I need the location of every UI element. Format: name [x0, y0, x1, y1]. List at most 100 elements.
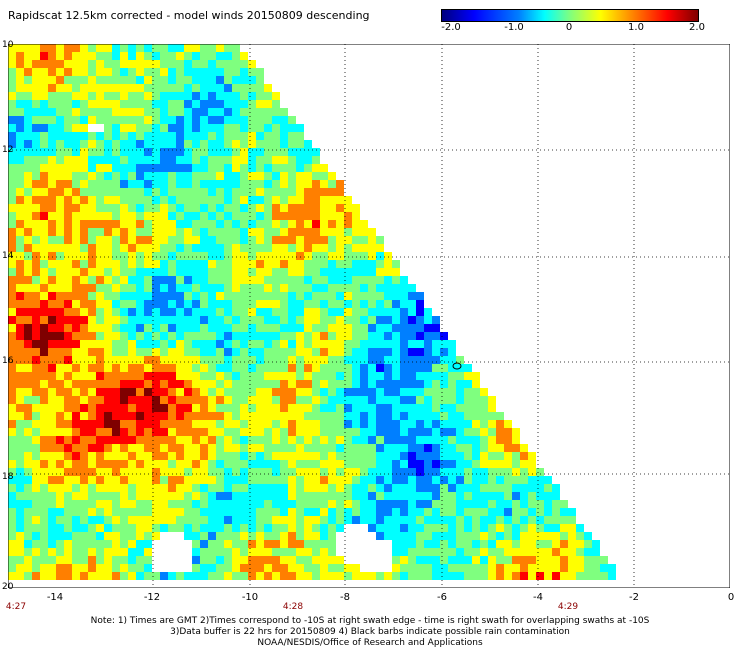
swath-cell	[104, 444, 112, 452]
swath-cell	[80, 452, 88, 460]
swath-cell	[304, 412, 312, 420]
swath-cell	[560, 508, 568, 516]
swath-cell	[256, 380, 264, 388]
swath-cell	[152, 532, 160, 540]
swath-cell	[136, 76, 144, 84]
swath-cell	[240, 404, 248, 412]
swath-cell	[80, 156, 88, 164]
swath-cell	[256, 284, 264, 292]
swath-cell	[336, 268, 344, 276]
swath-cell	[256, 148, 264, 156]
swath-cell	[144, 420, 152, 428]
swath-cell	[192, 388, 200, 396]
swath-cell	[424, 500, 432, 508]
swath-cell	[8, 564, 16, 572]
swath-cell	[256, 292, 264, 300]
swath-cell	[400, 396, 408, 404]
swath-cell	[216, 396, 224, 404]
swath-cell	[400, 460, 408, 468]
swath-cell	[40, 452, 48, 460]
swath-cell	[32, 332, 40, 340]
swath-cell	[376, 356, 384, 364]
swath-cell	[368, 300, 376, 308]
swath-cell	[104, 188, 112, 196]
swath-cell	[8, 316, 16, 324]
swath-cell	[40, 500, 48, 508]
swath-cell	[80, 516, 88, 524]
swath-cell	[280, 308, 288, 316]
swath-cell	[80, 324, 88, 332]
wind-difference-swath	[8, 44, 616, 580]
swath-cell	[336, 204, 344, 212]
swath-cell	[120, 484, 128, 492]
swath-cell	[256, 524, 264, 532]
swath-cell	[200, 460, 208, 468]
swath-cell	[296, 308, 304, 316]
swath-cell	[256, 468, 264, 476]
swath-cell	[264, 468, 272, 476]
swath-cell	[272, 388, 280, 396]
swath-cell	[184, 244, 192, 252]
swath-cell	[336, 180, 344, 188]
swath-cell	[16, 524, 24, 532]
swath-cell	[232, 132, 240, 140]
swath-cell	[16, 420, 24, 428]
swath-cell	[88, 308, 96, 316]
swath-cell	[392, 276, 400, 284]
swath-cell	[376, 412, 384, 420]
swath-cell	[312, 220, 320, 228]
swath-cell	[192, 340, 200, 348]
swath-cell	[216, 444, 224, 452]
swath-cell	[168, 292, 176, 300]
swath-cell	[232, 308, 240, 316]
swath-cell	[200, 564, 208, 572]
swath-cell	[192, 68, 200, 76]
swath-cell	[8, 52, 16, 60]
swath-cell	[80, 148, 88, 156]
swath-cell	[168, 372, 176, 380]
swath-cell	[176, 108, 184, 116]
swath-cell	[16, 284, 24, 292]
swath-cell	[352, 396, 360, 404]
swath-cell	[336, 340, 344, 348]
swath-cell	[288, 188, 296, 196]
swath-cell	[456, 524, 464, 532]
swath-cell	[272, 372, 280, 380]
swath-cell	[56, 468, 64, 476]
swath-cell	[328, 540, 336, 548]
swath-cell	[280, 348, 288, 356]
swath-cell	[360, 500, 368, 508]
swath-cell	[168, 524, 176, 532]
swath-cell	[448, 412, 456, 420]
swath-cell	[120, 364, 128, 372]
swath-cell	[256, 348, 264, 356]
swath-cell	[184, 356, 192, 364]
swath-cell	[384, 508, 392, 516]
swath-cell	[232, 564, 240, 572]
swath-cell	[8, 268, 16, 276]
swath-cell	[40, 172, 48, 180]
swath-cell	[504, 500, 512, 508]
swath-cell	[392, 540, 400, 548]
swath-cell	[208, 532, 216, 540]
swath-cell	[232, 76, 240, 84]
swath-cell	[264, 156, 272, 164]
swath-cell	[80, 204, 88, 212]
swath-cell	[496, 460, 504, 468]
swath-cell	[336, 484, 344, 492]
swath-cell	[272, 124, 280, 132]
swath-cell	[544, 572, 552, 580]
swath-cell	[512, 428, 520, 436]
swath-cell	[304, 228, 312, 236]
swath-cell	[368, 436, 376, 444]
swath-cell	[32, 468, 40, 476]
swath-cell	[72, 460, 80, 468]
swath-cell	[48, 220, 56, 228]
swath-cell	[104, 60, 112, 68]
swath-cell	[144, 132, 152, 140]
swath-cell	[80, 364, 88, 372]
swath-cell	[216, 228, 224, 236]
swath-cell	[64, 276, 72, 284]
swath-cell	[112, 196, 120, 204]
swath-cell	[176, 572, 184, 580]
